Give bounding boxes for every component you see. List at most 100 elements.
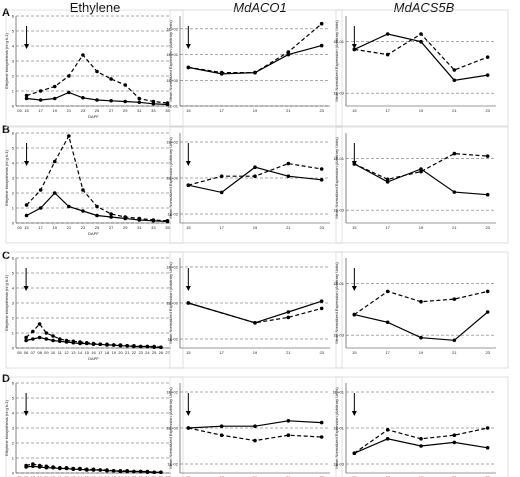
arrow-head-b-mdacs5b — [351, 161, 357, 166]
data-point-c-ethylene-solid-1 — [31, 337, 35, 341]
panel-frame-d-mdaco1 — [169, 376, 343, 477]
y-tick-label-c-mdacs5b-1: 1E-01 — [333, 281, 344, 286]
data-point-d-ethylene-dashed-10 — [91, 467, 96, 472]
x-tick-label-b-ethylene-5: 23 — [81, 225, 86, 230]
x-tick-label-d-ethylene-18: 23 — [138, 475, 143, 477]
data-point-d-ethylene-dashed-12 — [105, 468, 109, 472]
x-tick-label-c-mdacs5b-2: 19 — [419, 350, 424, 355]
data-point-d-ethylene-dashed-18 — [145, 469, 150, 474]
y-axis-label-b-ethylene: Ethylene biosynthesis (nl g h-1) — [4, 149, 9, 205]
x-tick-label-d-ethylene-2: 07 — [31, 475, 36, 477]
panel-frame-c-ethylene — [5, 251, 184, 369]
x-tick-label-c-mdaco1-2: 19 — [253, 350, 258, 355]
x-tick-label-d-mdaco1-0: 15 — [186, 475, 191, 477]
data-point-a-ethylene-dashed-7 — [123, 83, 128, 87]
y-tick-label-a-ethylene-0: 0 — [12, 104, 15, 109]
x-tick-label-b-mdacs5b-4: 23 — [485, 225, 490, 230]
data-point-d-mdacs5b-solid-3 — [452, 440, 457, 445]
data-point-c-ethylene-dashed-8 — [78, 340, 82, 344]
y-tick-label-b-ethylene-3: 3 — [12, 176, 15, 181]
data-point-a-mdacs5b-dashed-1 — [385, 52, 390, 57]
data-point-c-mdaco1-dashed-2 — [286, 315, 291, 320]
data-point-b-ethylene-dashed-8 — [137, 216, 142, 221]
y-tick-label-c-ethylene-1: 1 — [12, 331, 15, 336]
x-tick-label-c-ethylene-5: 10 — [51, 350, 56, 355]
data-point-c-mdaco1-dashed-1 — [253, 321, 257, 325]
x-tick-label-c-ethylene-4: 09 — [44, 350, 49, 355]
x-tick-label-d-mdacs5b-4: 23 — [485, 475, 490, 477]
data-point-c-ethylene-dashed-12 — [105, 342, 109, 347]
data-point-c-ethylene-dashed-9 — [84, 340, 89, 345]
x-tick-label-d-ethylene-10: 15 — [85, 475, 90, 477]
data-point-b-ethylene-solid-0 — [24, 213, 29, 218]
x-tick-label-c-mdaco1-0: 15 — [186, 350, 191, 355]
panel-frame-d-ethylene — [5, 376, 184, 477]
y-tick-label-a-ethylene-2: 2 — [12, 74, 15, 79]
data-point-b-mdaco1-dashed-3 — [286, 161, 291, 166]
x-tick-label-b-ethylene-7: 27 — [109, 225, 114, 230]
series-line-c-mdaco1-solid — [188, 300, 322, 324]
x-tick-label-d-mdaco1-2: 19 — [253, 475, 258, 477]
data-point-a-ethylene-dashed-3 — [67, 74, 71, 78]
data-point-c-ethylene-dashed-16 — [132, 343, 136, 348]
data-point-c-ethylene-dashed-4 — [51, 334, 55, 338]
x-tick-label-b-ethylene-1: 15 — [24, 225, 29, 230]
data-point-d-ethylene-dashed-1 — [31, 462, 35, 466]
y-tick-label-a-mdacs5b-0: 1E-03 — [333, 91, 344, 96]
x-tick-label-b-mdaco1-1: 17 — [219, 225, 224, 230]
data-point-a-ethylene-dashed-0 — [24, 93, 29, 98]
y-tick-label-b-mdacs5b-1: 1E-01 — [333, 156, 344, 161]
data-point-d-ethylene-dashed-6 — [64, 465, 69, 470]
y-tick-label-d-mdaco1-1: 1E+00 — [166, 426, 178, 431]
x-tick-label-d-mdaco1-3: 21 — [286, 475, 291, 477]
data-point-c-ethylene-dashed-2 — [37, 322, 42, 326]
data-point-b-ethylene-dashed-10 — [165, 218, 170, 223]
y-axis-label-d-mdaco1: Mean Normalized Expression (Arbitrary Un… — [168, 387, 173, 469]
y-tick-label-c-ethylene-3: 3 — [12, 301, 15, 306]
x-tick-label-d-ethylene-22: 27 — [165, 475, 170, 477]
y-tick-label-d-ethylene-1: 1 — [12, 456, 15, 461]
data-point-c-ethylene-dashed-7 — [71, 339, 76, 344]
data-point-a-mdacs5b-dashed-0 — [352, 47, 357, 52]
data-point-d-mdaco1-dashed-2 — [253, 438, 257, 443]
x-tick-label-a-ethylene-5: 23 — [81, 108, 86, 113]
data-point-b-ethylene-solid-5 — [95, 213, 99, 218]
data-point-d-mdaco1-solid-3 — [286, 419, 291, 423]
y-tick-label-b-mdacs5b-0: 1E-03 — [333, 208, 344, 213]
x-tick-label-d-mdacs5b-3: 21 — [452, 475, 457, 477]
y-axis-label-c-mdacs5b: Mean Normalized Expression (Arbitrary Un… — [334, 262, 339, 344]
data-point-c-mdaco1-solid-3 — [319, 299, 324, 304]
data-point-b-mdaco1-solid-2 — [253, 165, 257, 169]
series-line-a-mdaco1-solid — [188, 45, 322, 75]
y-tick-label-c-ethylene-6: 6 — [12, 256, 15, 261]
panel-frame-b-mdacs5b — [335, 126, 509, 244]
y-axis-label-a-mdacs5b: Mean Normalized Expression (Arbitrary Un… — [334, 20, 339, 102]
x-tick-label-a-ethylene-0: 05 — [17, 108, 22, 113]
arrow-head-c-ethylene — [23, 286, 29, 291]
data-point-c-ethylene-dashed-18 — [145, 344, 150, 349]
data-point-d-mdaco1-dashed-4 — [319, 435, 324, 439]
x-tick-label-c-mdacs5b-4: 23 — [485, 350, 490, 355]
y-tick-label-d-ethylene-6: 6 — [12, 381, 15, 386]
data-point-b-ethylene-dashed-7 — [123, 215, 128, 219]
data-point-b-ethylene-solid-6 — [109, 215, 113, 219]
x-tick-label-c-ethylene-17: 22 — [132, 350, 137, 355]
data-point-c-ethylene-solid-2 — [37, 335, 42, 340]
x-tick-label-d-ethylene-5: 10 — [51, 475, 56, 477]
y-axis-label-d-ethylene: Ethylene biosynthesis (nl g h-1) — [4, 399, 9, 455]
x-tick-label-c-ethylene-7: 12 — [64, 350, 69, 355]
y-tick-label-c-ethylene-4: 4 — [12, 286, 15, 291]
data-point-c-mdacs5b-solid-2 — [419, 335, 423, 340]
data-point-a-mdacs5b-dashed-3 — [452, 68, 457, 72]
panel-frame-b-ethylene — [5, 126, 184, 244]
y-tick-label-b-mdaco1-2: 1E+02 — [166, 140, 178, 145]
data-point-a-mdaco1-dashed-0 — [186, 65, 191, 70]
x-tick-label-d-ethylene-12: 17 — [98, 475, 103, 477]
x-tick-label-a-ethylene-9: 31 — [137, 108, 142, 113]
data-point-c-mdacs5b-dashed-3 — [452, 297, 457, 301]
data-point-a-ethylene-solid-5 — [95, 98, 99, 102]
data-point-d-ethylene-dashed-14 — [118, 468, 123, 473]
x-tick-label-c-mdaco1-4: 23 — [319, 350, 324, 355]
data-point-b-ethylene-solid-3 — [67, 204, 71, 209]
x-tick-label-c-ethylene-14: 19 — [111, 350, 116, 355]
